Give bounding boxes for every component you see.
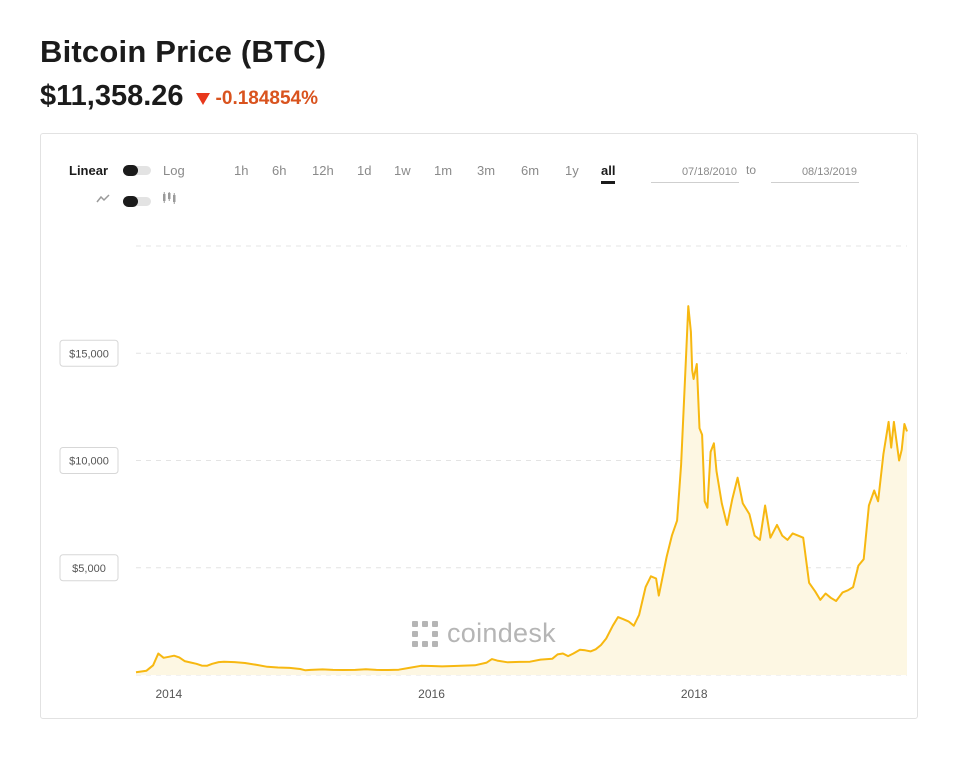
scale-toggle[interactable] [123, 165, 151, 176]
page-title: Bitcoin Price (BTC) [40, 34, 327, 69]
range-1w[interactable]: 1w [394, 163, 411, 178]
price-chart[interactable]: $5,000 $10,000 $15,000 2014 2016 2018 [41, 134, 917, 718]
y-tick-label: $5,000 [72, 563, 106, 575]
price-row: $11,358.26 -0.184854% [40, 80, 318, 113]
x-tick-label: 2018 [681, 687, 708, 701]
range-all[interactable]: all [601, 163, 616, 184]
coindesk-logo-icon [412, 620, 438, 647]
x-tick-label: 2014 [155, 687, 182, 701]
chart-type-toggle-knob [123, 196, 138, 207]
price-change-value: -0.184854% [215, 88, 319, 109]
y-axis-labels: $5,000 $10,000 $15,000 [59, 339, 119, 582]
date-to-label: to [746, 163, 757, 177]
range-6m[interactable]: 6m [521, 163, 540, 178]
x-axis-labels: 2014 2016 2018 [155, 687, 707, 701]
y-tick-box [59, 447, 119, 474]
chart-card: Linear Log 1h 6h 12h 1d 1w 1m 3m 6m 1y a… [40, 133, 918, 719]
range-6h[interactable]: 6h [272, 163, 287, 178]
end-date-input[interactable] [771, 162, 859, 183]
y-tick-box [59, 554, 119, 582]
y-tick-label: $15,000 [69, 348, 109, 360]
range-3m[interactable]: 3m [477, 163, 496, 178]
current-price: $11,358.26 [40, 80, 184, 112]
price-line[interactable] [135, 305, 908, 674]
price-change: -0.184854% [195, 88, 319, 110]
scale-log-label[interactable]: Log [163, 163, 185, 178]
scale-linear-label[interactable]: Linear [69, 163, 109, 178]
x-tick-label: 2016 [418, 687, 445, 701]
start-date-input[interactable] [651, 162, 739, 183]
range-1m[interactable]: 1m [434, 163, 453, 178]
range-1y[interactable]: 1y [565, 163, 579, 178]
down-arrow-icon [195, 93, 210, 105]
chart-type-toggle[interactable] [123, 196, 151, 207]
coindesk-watermark: coindesk [411, 618, 556, 649]
candlestick-icon[interactable] [162, 192, 176, 204]
scale-toggle-knob [123, 165, 138, 176]
range-1h[interactable]: 1h [234, 163, 249, 178]
range-12h[interactable]: 12h [312, 163, 334, 178]
y-tick-label: $10,000 [69, 456, 109, 468]
range-1d[interactable]: 1d [357, 163, 372, 178]
line-chart-icon[interactable] [96, 194, 110, 204]
y-tick-box [59, 339, 119, 367]
price-area [136, 306, 907, 675]
watermark-text: coindesk [447, 618, 556, 648]
chart-toolbar: Linear Log 1h 6h 12h 1d 1w 1m 3m 6m 1y a… [41, 134, 917, 207]
